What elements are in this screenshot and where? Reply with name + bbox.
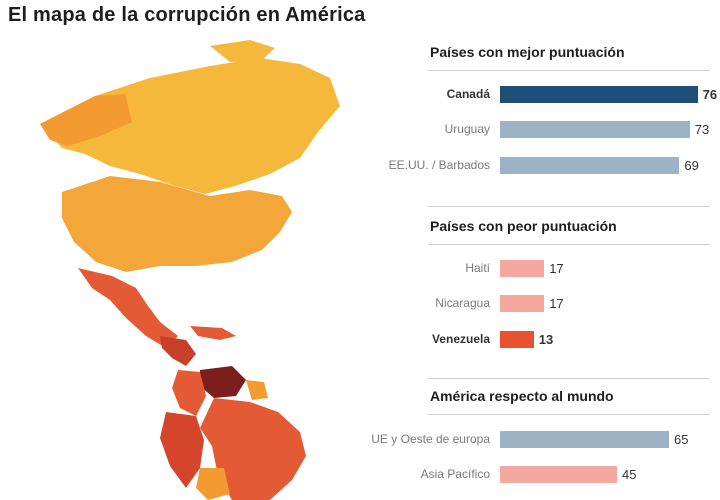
map-region-alaska (40, 94, 132, 146)
bar-row: Canadá 76 (418, 84, 720, 106)
bar-asia-pacifico (500, 466, 617, 483)
bar-label-uruguay: Uruguay (444, 122, 490, 136)
bar-label-asia-pacifico: Asia Pacífico (420, 467, 490, 481)
best-scores-panel: Países con mejor puntuación Canadá 76 Ur… (389, 44, 720, 194)
bar-eeuu-barbados (500, 157, 680, 174)
americas-corruption-map (40, 40, 340, 500)
bar-ue-oeste-europa (500, 431, 669, 448)
map-region-guyanas (246, 380, 268, 400)
map-region-canada-islands (210, 40, 275, 62)
bar-value-haiti: 17 (549, 261, 564, 276)
bar-row: UE y Oeste de europa 65 (371, 429, 720, 451)
bar-row: Haití 17 (418, 258, 720, 280)
map-region-peru (160, 412, 204, 488)
map-region-canada (40, 58, 340, 194)
bar-value-uruguay: 73 (694, 122, 710, 137)
map-region-bolivia (196, 468, 230, 500)
divider (428, 206, 710, 207)
bar-label-canada: Canadá (446, 87, 490, 101)
bar-value-canada: 76 (702, 87, 718, 102)
bar-label-ue-oeste-europa: UE y Oeste de europa (371, 432, 490, 446)
bar-haiti (500, 260, 545, 277)
bar-label-venezuela: Venezuela (431, 332, 490, 346)
map-region-central-america (160, 336, 196, 366)
map-region-venezuela (200, 366, 246, 398)
map-region-mexico (78, 268, 178, 348)
page-title: El mapa de la corrupción en América (8, 4, 366, 26)
divider (428, 70, 710, 71)
worst-scores-title: Países con peor puntuación (430, 218, 617, 234)
bar-row: Uruguay 73 (418, 119, 720, 141)
bar-venezuela (500, 331, 534, 348)
bar-value-venezuela: 13 (538, 332, 554, 347)
map-region-caribbean (190, 326, 236, 340)
bar-label-eeuu-barbados: EE.UU. / Barbados (388, 158, 490, 172)
divider (428, 244, 710, 245)
bar-canada (500, 86, 698, 103)
map-region-brazil (200, 398, 306, 500)
divider (428, 414, 710, 415)
worst-scores-panel: Países con peor puntuación Haití 17 Nica… (418, 218, 720, 368)
bar-value-ue-oeste-europa: 65 (674, 432, 689, 447)
bar-row: Asia Pacífico 45 (418, 464, 720, 486)
bar-value-nicaragua: 17 (549, 296, 564, 311)
divider (428, 378, 710, 379)
bar-label-haiti: Haití (465, 261, 490, 275)
best-scores-title: Países con mejor puntuación (430, 44, 625, 60)
map-region-colombia (172, 370, 206, 416)
bar-value-eeuu-barbados: 69 (684, 158, 699, 173)
bar-nicaragua (500, 295, 545, 312)
bar-uruguay (500, 121, 690, 138)
bar-row: EE.UU. / Barbados 69 (389, 155, 720, 177)
map-region-usa (62, 176, 292, 272)
bar-value-asia-pacifico: 45 (622, 467, 637, 482)
america-vs-world-title: América respecto al mundo (430, 388, 614, 404)
america-vs-world-panel: América respecto al mundo UE y Oeste de … (371, 388, 720, 500)
bar-row: Nicaragua 17 (418, 293, 720, 315)
bar-row: Venezuela 13 (418, 329, 720, 351)
bar-label-nicaragua: Nicaragua (435, 296, 490, 310)
